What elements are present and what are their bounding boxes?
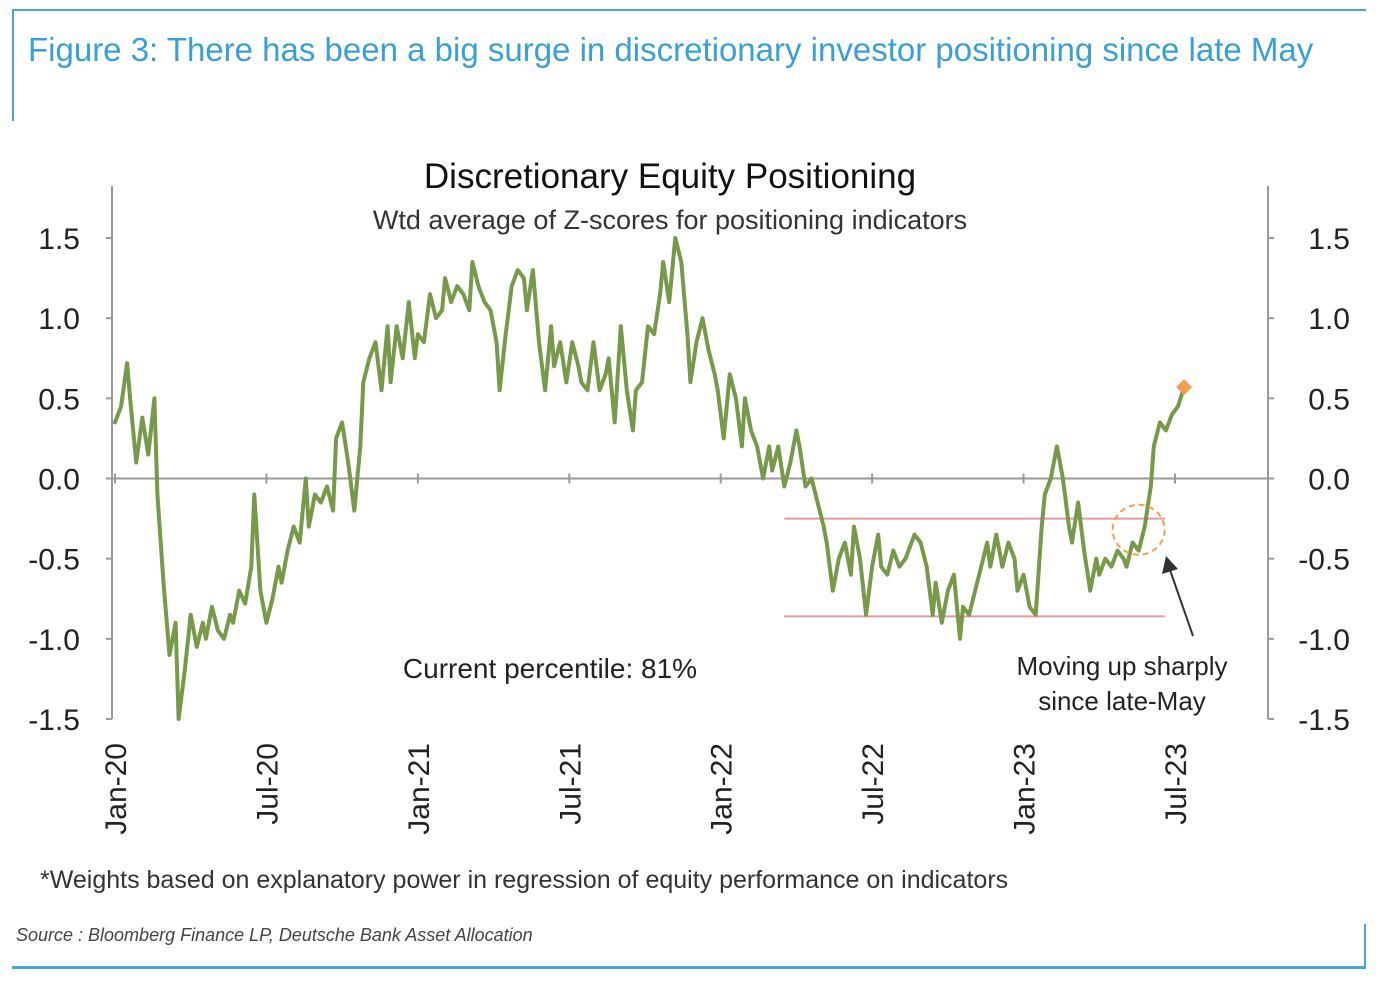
- y-tick-label-right: -1.5: [1298, 704, 1350, 737]
- y-tick-label-left: -1.5: [28, 704, 80, 737]
- y-tick-label-right: 0.5: [1308, 383, 1350, 416]
- figure-title: Figure 3: There has been a big surge in …: [28, 31, 1314, 68]
- source-note: Source : Bloomberg Finance LP, Deutsche …: [16, 925, 533, 945]
- y-tick-label-left: 0.5: [38, 383, 80, 416]
- y-tick-label-left: -0.5: [28, 544, 80, 577]
- bottom-frame-bottom-rule: [12, 966, 1366, 969]
- y-tick-label-right: 1.0: [1308, 303, 1350, 336]
- series-line: [113, 236, 1187, 721]
- moving-up-label-line2: since late-May: [1038, 686, 1206, 716]
- y-tick-label-right: -0.5: [1298, 544, 1350, 577]
- x-tick-label: Jan-21: [403, 743, 436, 835]
- x-tick-label: Jan-22: [706, 743, 739, 835]
- series-layer: [113, 236, 1193, 721]
- y-tick-label-right: -1.0: [1298, 624, 1350, 657]
- title-frame-top-rule: [12, 9, 1366, 11]
- band-lines: [784, 517, 1165, 618]
- y-tick-label-left: 0.0: [38, 464, 80, 497]
- moving-up-label-line1: Moving up sharply: [1017, 651, 1228, 681]
- x-tick-label: Jul-22: [857, 743, 890, 825]
- annotation-arrow-shaft: [1169, 569, 1194, 637]
- axes: 1.5 1.5 1.0 1.0 0.5 0.5 0.0 0.0 -0.5 -0.5 -1.0 -1.0…: [28, 186, 1350, 835]
- current-point-marker: [1176, 379, 1193, 396]
- x-tick-label: Jan-20: [100, 743, 133, 835]
- x-tick-label: Jul-23: [1160, 743, 1193, 825]
- chart-subtitle: Wtd average of Z-scores for positioning …: [373, 205, 967, 235]
- y-tick-label-left: -1.0: [28, 624, 80, 657]
- chart-title: Discretionary Equity Positioning: [424, 157, 916, 196]
- highlight-circle: [1111, 503, 1166, 556]
- annotation-arrow-head: [1162, 556, 1178, 574]
- x-tick-label: Jul-20: [251, 743, 284, 825]
- current-percentile-label: Current percentile: 81%: [403, 653, 697, 684]
- title-frame-left-rule: [12, 9, 14, 121]
- x-tick-label: Jan-23: [1009, 743, 1042, 835]
- annotations: Current percentile: 81% Moving up sharpl…: [403, 556, 1228, 716]
- footnote: *Weights based on explanatory power in r…: [40, 866, 1009, 894]
- bottom-frame-right-rule: [1364, 924, 1366, 968]
- x-tick-label: Jul-21: [554, 743, 587, 825]
- y-tick-label-left: 1.0: [38, 303, 80, 336]
- y-tick-label-right: 1.5: [1308, 223, 1350, 256]
- y-tick-label-right: 0.0: [1308, 464, 1350, 497]
- y-tick-label-left: 1.5: [38, 223, 80, 256]
